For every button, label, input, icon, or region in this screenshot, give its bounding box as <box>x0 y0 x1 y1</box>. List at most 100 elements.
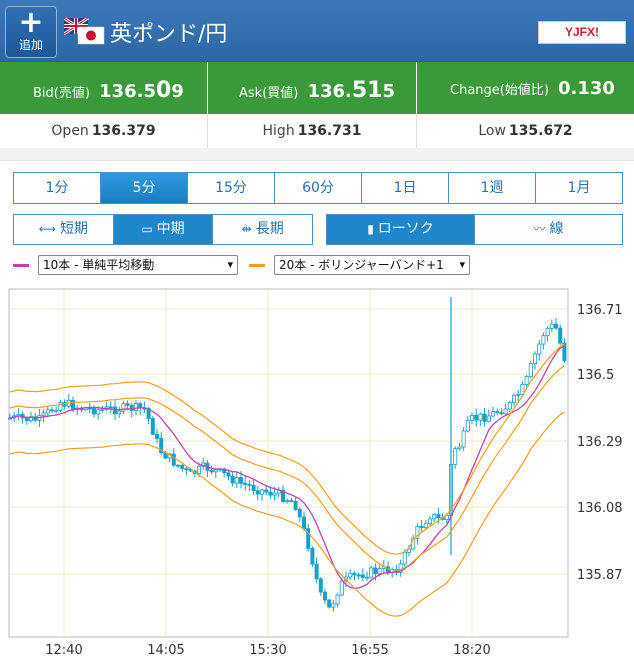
candle-body <box>297 509 302 518</box>
candle-body <box>419 526 424 529</box>
candle-body <box>125 403 130 406</box>
tab-candlestick[interactable]: ▮ ローソク <box>327 215 475 244</box>
candle-body <box>41 412 46 416</box>
high-value: 136.731 <box>297 123 362 139</box>
candle-body <box>512 394 517 403</box>
low-value: 135.672 <box>508 123 573 139</box>
bid-value: 136.509 <box>99 78 184 103</box>
candle-body <box>545 327 550 337</box>
candle-body <box>331 603 336 608</box>
period-tabs: ⟷ 短期 ▭ 中期 ⇹ 長期 <box>13 214 313 245</box>
low-stat: Low 135.672 <box>417 114 634 148</box>
candlestick-icon: ▮ <box>367 222 374 236</box>
candle-body <box>54 409 59 412</box>
tab-60min[interactable]: 60分 <box>275 173 362 203</box>
candle-body <box>289 500 294 503</box>
x-tick-label: 16:55 <box>351 643 388 658</box>
candle-body <box>465 420 470 432</box>
ma-line <box>9 345 565 589</box>
candle-body <box>436 514 441 519</box>
tab-mid-term[interactable]: ▭ 中期 <box>113 215 214 244</box>
candle-body <box>490 411 495 417</box>
candle-body <box>507 402 512 410</box>
indicator-bollinger: 20本 - ボリンジャーバンド+1 ▾ <box>249 255 479 275</box>
candle-body <box>33 416 38 421</box>
timeframe-tabs: 1分 5分 15分 60分 1日 1週 1月 <box>13 172 623 204</box>
candle-body <box>121 403 126 412</box>
candle-body <box>457 446 462 450</box>
candle-body <box>524 376 529 385</box>
add-button-label: 追加 <box>18 38 43 52</box>
tab-5min[interactable]: 5分 <box>101 173 188 203</box>
candle-body <box>541 335 546 345</box>
candle-body <box>503 408 508 415</box>
ma-select[interactable]: 10本 - 単純平均移動 ▾ <box>38 255 238 275</box>
y-tick-label: 136.29 <box>577 435 623 450</box>
change-label: Change(始値比) <box>450 83 549 98</box>
candle-body <box>213 469 218 473</box>
y-tick-label: 136.08 <box>577 501 623 516</box>
candle-body <box>24 417 29 422</box>
candle-body <box>255 490 260 495</box>
mid-term-icon: ▭ <box>141 222 153 236</box>
plus-icon: + <box>18 5 44 40</box>
candle-body <box>469 414 474 421</box>
chevron-down-icon: ▾ <box>227 258 233 271</box>
candle-body <box>117 410 122 415</box>
candle-body <box>415 526 420 539</box>
candle-body <box>432 514 437 520</box>
candle-body <box>377 568 382 575</box>
open-label: Open <box>51 123 89 139</box>
chart-type-tabs: ▮ ローソク 〰線 <box>326 214 623 245</box>
tab-long-term[interactable]: ⇹ 長期 <box>213 215 312 244</box>
candle-body <box>482 413 487 422</box>
tab-1min[interactable]: 1分 <box>14 173 101 203</box>
candle-body <box>180 464 185 470</box>
add-button[interactable]: + 追加 <box>5 6 57 58</box>
candle-body <box>318 578 323 593</box>
candle-body <box>306 528 311 549</box>
currency-pair-title: 英ポンド/円 <box>110 22 228 47</box>
tab-short-term[interactable]: ⟷ 短期 <box>14 215 114 244</box>
high-label: High <box>262 123 295 139</box>
ask-cell: Ask(買値) 136.515 <box>208 62 417 114</box>
candle-body <box>58 402 63 411</box>
y-tick-label: 135.87 <box>577 568 623 583</box>
tab-1month[interactable]: 1月 <box>567 180 591 196</box>
candle-body <box>285 500 290 503</box>
stats-bar: Open 136.379 High 136.731 Low 135.672 <box>0 114 634 148</box>
candle-body <box>520 383 525 395</box>
price-chart[interactable]: 136.71 136.5 136.29 136.08 135.87 12:40 14:05 1… <box>0 285 634 668</box>
candle-body <box>159 437 164 454</box>
x-tick-label: 18:20 <box>453 643 490 658</box>
candle-body <box>310 548 315 565</box>
candlestick-chart[interactable]: 136.71 136.5 136.29 136.08 135.87 12:40 14:05 1… <box>0 285 634 668</box>
chevron-down-icon: ▾ <box>459 258 465 271</box>
candle-body <box>92 407 97 415</box>
candle-body <box>96 409 101 415</box>
candle-body <box>280 489 285 502</box>
candle-body <box>339 580 344 596</box>
candle-body <box>402 551 407 565</box>
candle-body <box>423 523 428 529</box>
candle-body <box>50 409 55 412</box>
candle-body <box>427 518 432 525</box>
candle-body <box>154 433 159 439</box>
divider-line <box>0 160 634 161</box>
candle-body <box>150 418 155 435</box>
quote-bar: Bid(売値) 136.509 Ask(買値) 136.515 Change(始… <box>0 62 634 114</box>
tab-1week[interactable]: 1週 <box>449 173 536 203</box>
tab-line[interactable]: 〰線 <box>475 215 622 244</box>
candle-body <box>100 408 105 411</box>
x-tick-label: 15:30 <box>249 643 286 658</box>
bollinger-lower <box>9 411 565 617</box>
change-value: 0.130 <box>558 78 615 99</box>
candle-body <box>272 492 277 496</box>
tab-15min[interactable]: 15分 <box>188 173 275 203</box>
y-tick-label: 136.5 <box>577 368 614 383</box>
tab-1day[interactable]: 1日 <box>362 173 449 203</box>
bollinger-select[interactable]: 20本 - ボリンジャーバンド+1 ▾ <box>274 255 470 275</box>
candle-body <box>369 567 374 578</box>
ask-label: Ask(買値) <box>239 86 299 101</box>
candle-body <box>293 500 298 510</box>
